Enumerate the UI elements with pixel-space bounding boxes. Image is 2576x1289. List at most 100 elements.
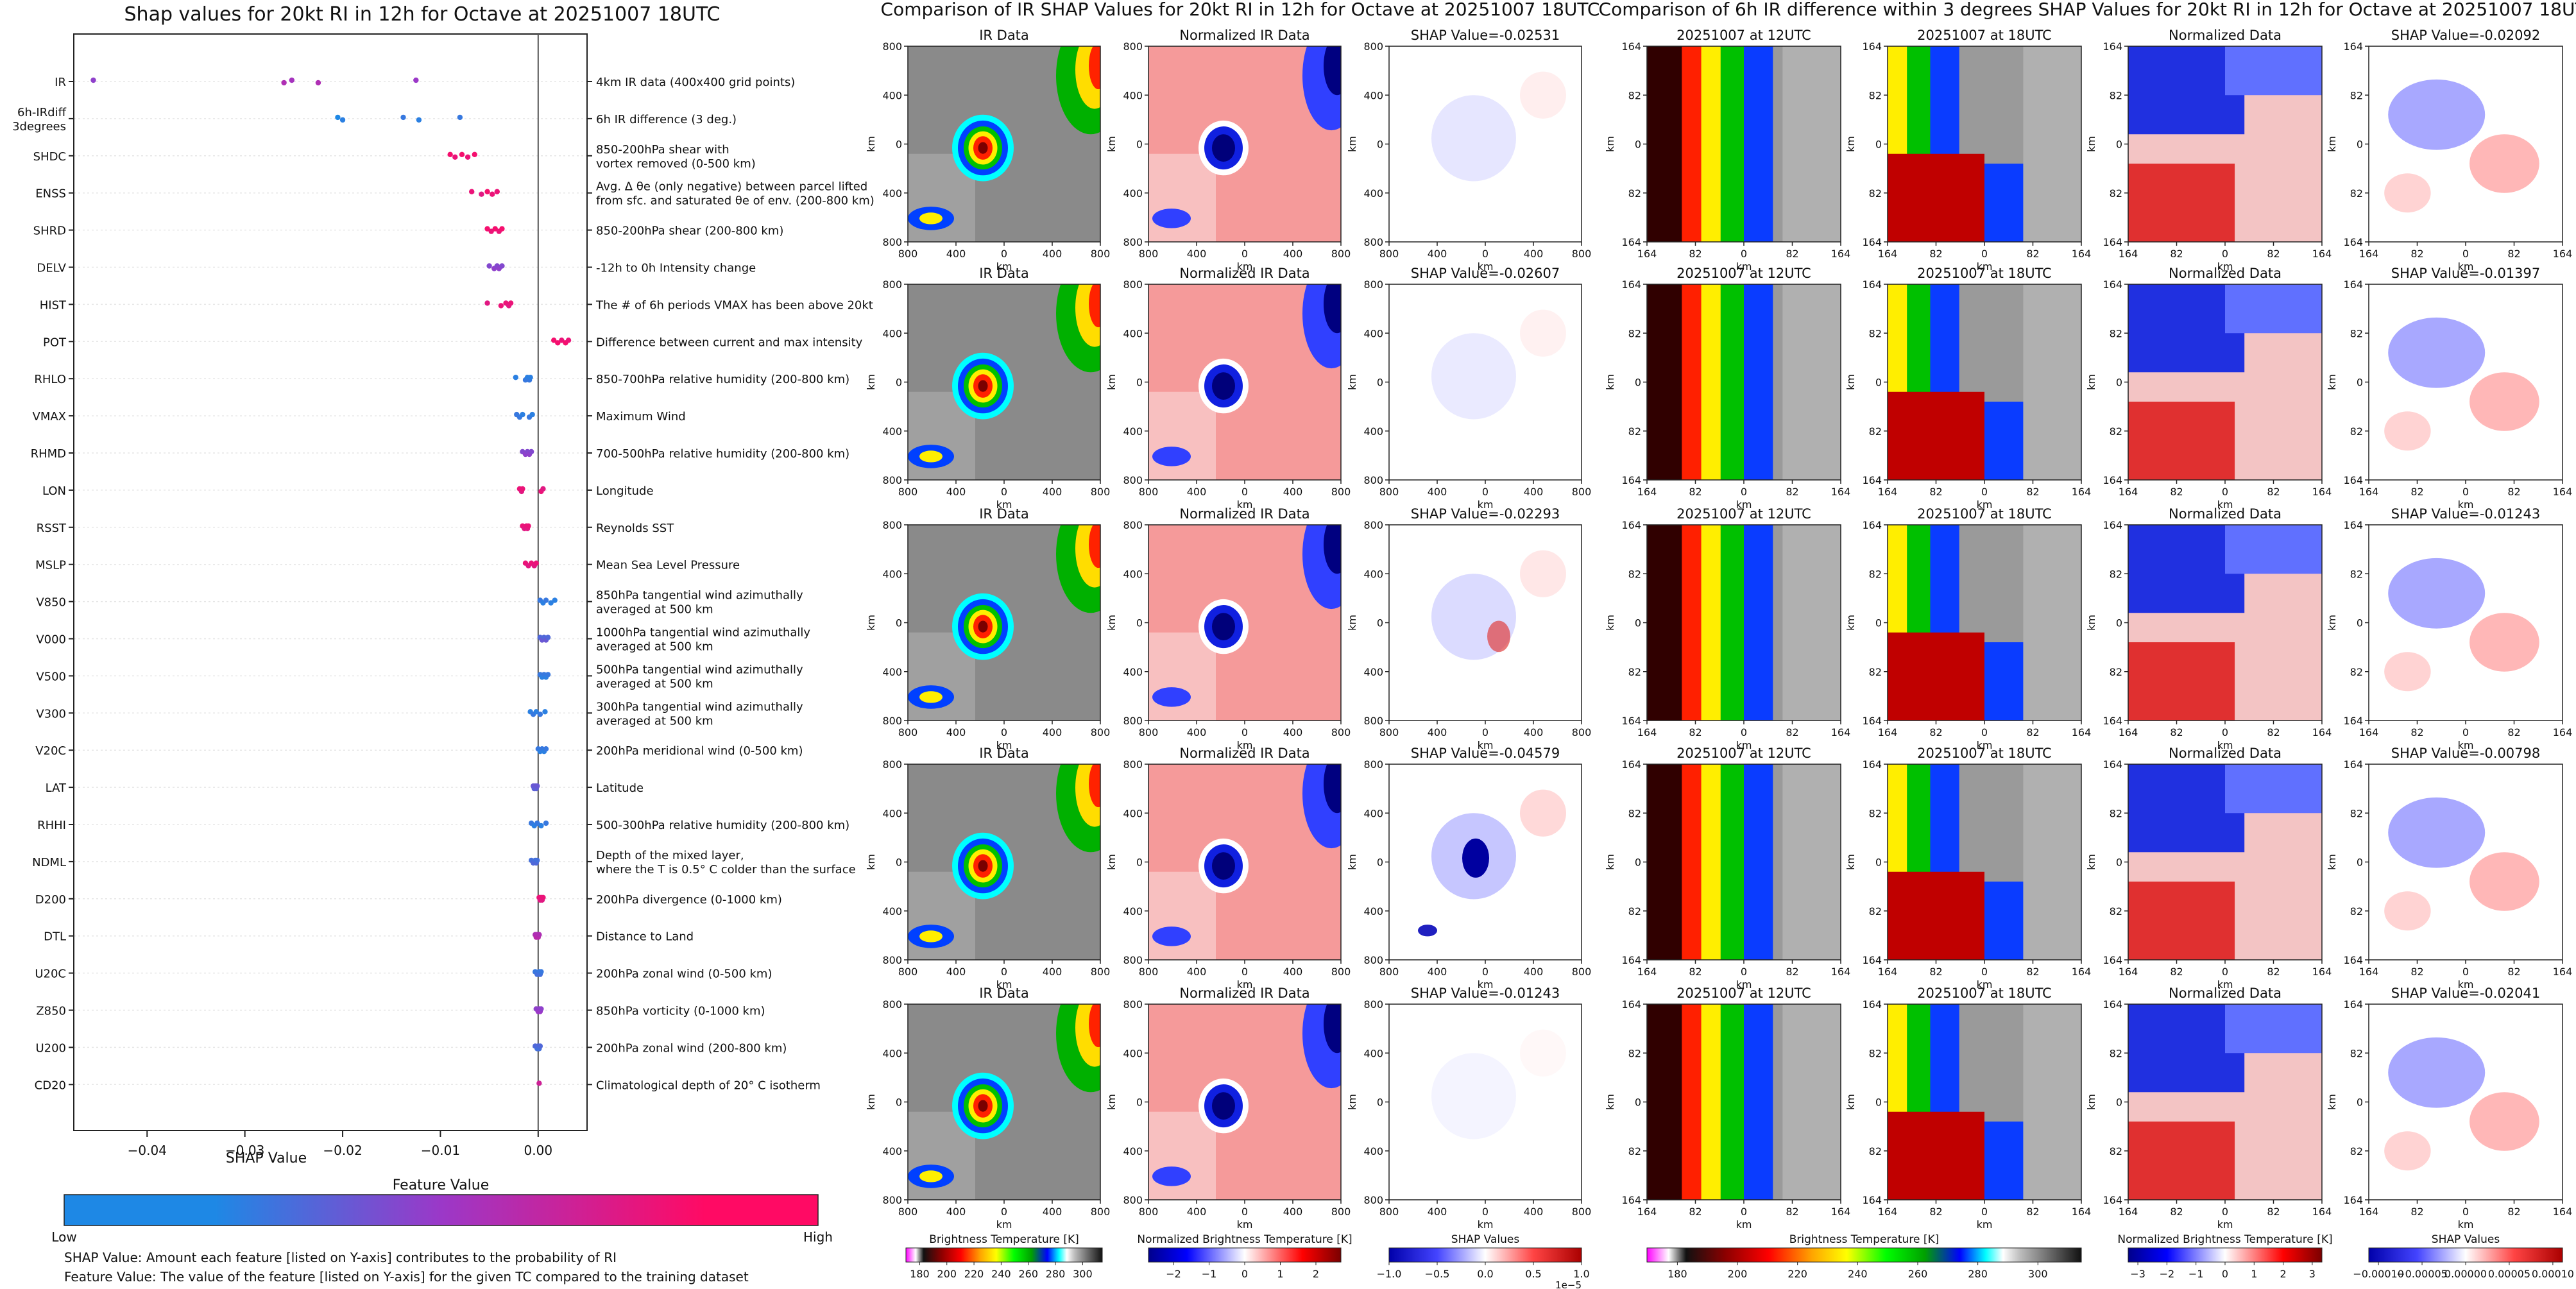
y-tick-label: 164 bbox=[1621, 998, 1641, 1011]
y-tick-label: 800 bbox=[1123, 715, 1143, 727]
colorbar bbox=[1646, 1247, 2082, 1263]
x-tick-label: 82 bbox=[2026, 1206, 2039, 1218]
shap-point bbox=[457, 114, 463, 121]
x-tick-label: 400 bbox=[1283, 486, 1303, 498]
y-tick-label: 800 bbox=[1363, 474, 1383, 486]
diffshap-background bbox=[2369, 46, 2563, 242]
diff-band bbox=[1888, 871, 1984, 960]
x-tick-label: 0 bbox=[2222, 966, 2228, 978]
feature-description: 4km IR data (400x400 grid points) bbox=[596, 76, 795, 89]
diff-band bbox=[1782, 764, 1841, 960]
x-tick-label: 82 bbox=[1929, 966, 1942, 978]
y-tick-label: 0 bbox=[1635, 1097, 1641, 1109]
shap-point bbox=[416, 117, 422, 123]
map-panel bbox=[2128, 524, 2323, 721]
colorbar-tick-label: −0.00005 bbox=[2396, 1268, 2448, 1280]
x-axis-label: km bbox=[1237, 1218, 1253, 1231]
y-axis-label: km bbox=[865, 374, 877, 390]
y-tick-label: 400 bbox=[882, 1145, 902, 1157]
feature-description: 850hPa vorticity (0-1000 km) bbox=[596, 1005, 765, 1018]
panel-title: SHAP Value=-0.02041 bbox=[2391, 986, 2541, 1001]
panel-title: IR Data bbox=[979, 266, 1029, 281]
feature-label: SHRD bbox=[33, 225, 66, 238]
x-tick-label: 82 bbox=[1929, 248, 1942, 260]
y-tick-label: 164 bbox=[1862, 278, 1882, 291]
x-axis-label: km bbox=[1736, 978, 1752, 991]
x-tick-label: 164 bbox=[2119, 248, 2138, 260]
ir-storm bbox=[978, 620, 988, 633]
diffshap-blob bbox=[2469, 372, 2539, 431]
y-tick-label: 82 bbox=[2110, 89, 2122, 101]
x-tick-label: 82 bbox=[2170, 726, 2183, 738]
x-tick-label: 164 bbox=[2312, 486, 2332, 498]
nir-storm bbox=[1212, 134, 1235, 162]
x-tick-label: −0.03 bbox=[225, 1143, 264, 1158]
x-axis-label: km bbox=[2458, 978, 2474, 991]
diff-band bbox=[2023, 1004, 2081, 1200]
nir-cloud bbox=[1324, 284, 1341, 334]
diff-band bbox=[1647, 284, 1682, 480]
panel-title: 20251007 at 18UTC bbox=[1917, 986, 2052, 1001]
map-panel bbox=[1388, 284, 1582, 481]
y-tick-label: 0 bbox=[2357, 377, 2363, 389]
y-tick-label: 82 bbox=[1869, 1145, 1882, 1157]
x-tick-label: 800 bbox=[898, 248, 918, 260]
map-panel bbox=[2128, 46, 2323, 243]
shap-point bbox=[90, 77, 96, 83]
y-tick-label: 800 bbox=[882, 474, 902, 486]
x-axis-label: km bbox=[1977, 1218, 1993, 1231]
diffnorm-band bbox=[2128, 1122, 2235, 1200]
x-tick-label: 82 bbox=[1786, 248, 1798, 260]
x-tick-label: 164 bbox=[1831, 486, 1851, 498]
x-tick-label: 82 bbox=[2410, 248, 2423, 260]
x-tick-label: 82 bbox=[2507, 1206, 2520, 1218]
feature-description: Depth of the mixed layer, where the T is … bbox=[596, 849, 856, 876]
map-panel bbox=[1646, 764, 1841, 960]
y-axis-label: km bbox=[1604, 1094, 1616, 1110]
y-axis-label: km bbox=[2085, 615, 2097, 631]
x-tick-label: 400 bbox=[1283, 1206, 1303, 1218]
colorbar-tick-label: 0.0 bbox=[1477, 1268, 1493, 1280]
y-axis-label: km bbox=[1845, 1094, 1857, 1110]
x-tick-label: 164 bbox=[2359, 966, 2379, 978]
y-tick-label: 164 bbox=[1862, 519, 1882, 531]
shap-point bbox=[538, 1006, 544, 1012]
y-tick-label: 164 bbox=[1621, 236, 1641, 248]
x-tick-label: 82 bbox=[2170, 966, 2183, 978]
x-tick-label: 800 bbox=[1572, 966, 1592, 978]
x-tick-label: 800 bbox=[1331, 726, 1351, 738]
y-axis-label: km bbox=[1845, 136, 1857, 152]
x-axis-label: km bbox=[1237, 739, 1253, 751]
feature-label: MSLP bbox=[35, 559, 66, 572]
feature-label: Z850 bbox=[36, 1005, 66, 1018]
x-tick-label: 0 bbox=[1241, 726, 1248, 738]
y-tick-label: 800 bbox=[1123, 954, 1143, 966]
x-tick-label: 164 bbox=[2312, 966, 2332, 978]
feature-description: The # of 6h periods VMAX has been above … bbox=[595, 298, 873, 312]
y-axis-label: km bbox=[2326, 854, 2338, 870]
diff-band bbox=[1647, 1004, 1682, 1200]
y-tick-label: 164 bbox=[2343, 40, 2363, 53]
x-tick-label: 0 bbox=[1482, 486, 1488, 498]
shap-point bbox=[536, 932, 542, 937]
colorbar-offset: 1e−5 bbox=[1555, 1279, 1582, 1289]
map-panel bbox=[2368, 524, 2563, 721]
diffshap-background bbox=[2369, 525, 2563, 721]
y-tick-label: 164 bbox=[1621, 758, 1641, 771]
x-tick-label: 164 bbox=[1831, 966, 1851, 978]
shap-point bbox=[559, 337, 565, 343]
map-panel bbox=[1388, 764, 1582, 960]
x-tick-label: 82 bbox=[1689, 1206, 1702, 1218]
x-tick-label: 0 bbox=[1241, 1206, 1248, 1218]
y-axis-label: km bbox=[2085, 1094, 2097, 1110]
colorbar-title: Feature Value bbox=[393, 1177, 490, 1193]
ir-storm bbox=[978, 142, 988, 154]
diff-band bbox=[1647, 764, 1682, 960]
x-tick-label: 400 bbox=[1043, 1206, 1062, 1218]
y-tick-label: 400 bbox=[1363, 666, 1383, 678]
feature-label: DELV bbox=[37, 262, 66, 275]
nir-cloud bbox=[1152, 687, 1191, 707]
colorbar-label: Brightness Temperature [K] bbox=[1789, 1233, 1939, 1246]
y-tick-label: 164 bbox=[1862, 236, 1882, 248]
